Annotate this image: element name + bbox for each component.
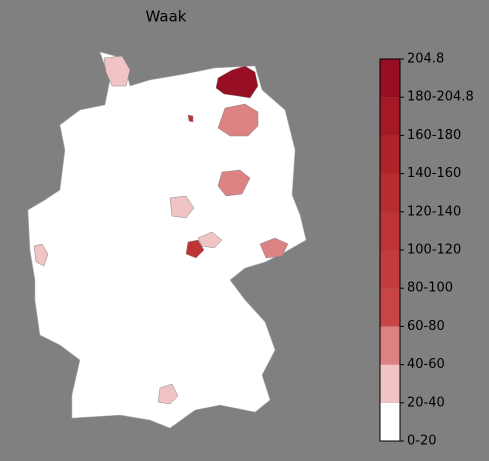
colorbar-tick-label: 60-80 <box>407 319 445 334</box>
country-outline <box>27 51 307 429</box>
region <box>197 231 223 249</box>
colorbar-tick-label: 180-204.8 <box>407 90 474 105</box>
region <box>169 195 195 219</box>
region <box>217 169 251 197</box>
region <box>157 383 179 405</box>
colorbar-band <box>380 211 400 250</box>
colorbar-tick-label: 204.8 <box>407 52 444 67</box>
colorbar-tick-label: 120-140 <box>407 204 461 219</box>
region <box>187 114 194 123</box>
region <box>33 243 49 267</box>
region <box>259 237 289 259</box>
colorbar-band <box>380 250 400 289</box>
colorbar-band <box>380 173 400 212</box>
colorbar-band <box>380 97 400 136</box>
colorbar-band <box>380 402 400 441</box>
map-title: Waak <box>146 8 187 26</box>
region <box>217 103 259 137</box>
colorbar-band <box>380 326 400 365</box>
colorbar-tick-label: 160-180 <box>407 128 461 143</box>
colorbar-band <box>380 364 400 403</box>
colorbar-tick-label: 20-40 <box>407 395 445 410</box>
colorbar-tick-label: 140-160 <box>407 166 461 181</box>
colorbar-tick-label: 100-120 <box>407 243 461 258</box>
colorbar-tick-label: 0-20 <box>407 434 437 449</box>
colorbar-band <box>380 59 400 98</box>
region <box>103 55 131 87</box>
colorbar-band <box>380 135 400 174</box>
region <box>185 239 205 259</box>
colorbar-band <box>380 288 400 327</box>
region <box>215 65 259 99</box>
colorbar-tick-label: 80-100 <box>407 281 453 296</box>
colorbar-tick-label: 40-60 <box>407 357 445 372</box>
